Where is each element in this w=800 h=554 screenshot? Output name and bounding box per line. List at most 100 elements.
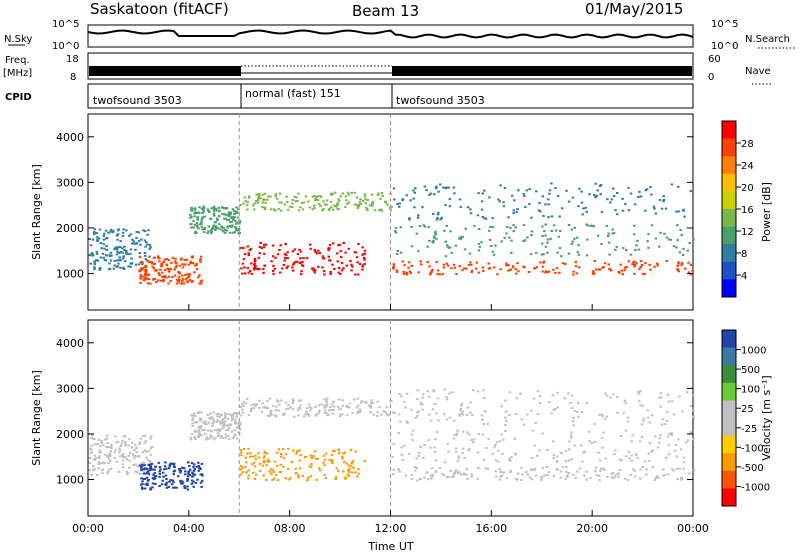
data-cell [276, 451, 279, 454]
data-cell [619, 435, 623, 437]
data-cell [231, 413, 235, 416]
data-cell [572, 273, 575, 276]
data-cell [121, 452, 125, 455]
data-cell [556, 406, 560, 409]
data-cell [337, 271, 340, 274]
data-cell [376, 400, 379, 403]
data-cell [107, 462, 110, 465]
date-title: 01/May/2015 [585, 0, 683, 18]
data-cell [592, 225, 596, 228]
data-cell [451, 391, 454, 394]
data-cell [572, 270, 575, 273]
data-cell [142, 275, 145, 278]
data-cell [686, 249, 689, 252]
data-cell [411, 429, 415, 432]
data-cell [410, 265, 413, 267]
data-cell [569, 401, 572, 404]
data-cell [691, 269, 694, 272]
data-cell [116, 251, 119, 253]
data-cell [98, 455, 101, 458]
data-cell [389, 209, 393, 212]
data-cell [633, 203, 637, 206]
data-cell [235, 221, 238, 224]
data-cell [450, 476, 453, 478]
data-cell [99, 256, 103, 259]
data-cell [542, 261, 545, 264]
data-cell [499, 268, 502, 271]
data-cell [318, 252, 321, 254]
data-cell [417, 250, 420, 253]
data-cell [358, 203, 361, 206]
data-cell [95, 259, 98, 261]
data-cell [484, 217, 488, 220]
data-cell [502, 205, 506, 208]
data-cell [295, 196, 298, 199]
data-cell [223, 415, 227, 418]
data-cell [517, 270, 520, 273]
data-cell [102, 234, 105, 237]
data-cell [391, 456, 394, 459]
data-cell [219, 413, 223, 416]
data-cell [348, 467, 351, 470]
data-cell [146, 282, 150, 285]
data-cell [536, 390, 540, 393]
data-cell [197, 461, 200, 464]
data-cell [212, 421, 216, 424]
data-cell [332, 242, 335, 245]
data-cell [350, 192, 353, 194]
data-cell [304, 195, 308, 198]
data-cell [299, 399, 303, 402]
data-cell [528, 188, 531, 191]
data-cell [465, 473, 468, 476]
data-cell [638, 190, 641, 193]
data-cell [631, 263, 634, 265]
data-cell [619, 263, 622, 266]
data-cell [645, 188, 649, 191]
data-cell [229, 217, 233, 220]
data-cell [467, 263, 471, 266]
data-cell [105, 437, 109, 440]
data-cell [573, 444, 577, 447]
data-cell [551, 440, 555, 443]
data-cell [438, 273, 441, 276]
data-cell [350, 464, 353, 467]
data-cell [610, 198, 614, 201]
data-cell [362, 257, 366, 259]
data-cell [436, 269, 440, 272]
data-cell [128, 459, 131, 462]
data-cell [132, 464, 135, 466]
data-cell [227, 426, 231, 429]
data-cell [265, 464, 268, 467]
data-cell [415, 467, 418, 469]
data-cell [130, 441, 134, 444]
data-cell [654, 237, 658, 240]
data-cell [405, 392, 409, 395]
data-cell [224, 433, 227, 436]
data-cell [192, 412, 196, 415]
data-cell [144, 273, 147, 275]
data-cell [554, 271, 557, 274]
data-cell [273, 208, 276, 211]
data-cell [567, 471, 571, 474]
data-cell [633, 224, 636, 227]
data-cell [97, 467, 100, 470]
data-cell [231, 416, 234, 419]
data-cell [247, 252, 250, 255]
data-cell [598, 475, 601, 477]
data-cell [167, 486, 170, 488]
data-cell [113, 451, 117, 454]
data-cell [476, 451, 479, 454]
data-cell [512, 212, 515, 214]
data-cell [529, 409, 533, 412]
data-cell [667, 400, 671, 403]
data-cell [491, 452, 494, 455]
data-cell [213, 429, 217, 432]
data-cell [172, 465, 176, 468]
data-cell [582, 451, 585, 454]
data-cell [92, 465, 95, 468]
data-cell [204, 420, 208, 423]
data-cell [149, 246, 152, 249]
data-cell [659, 434, 662, 437]
data-cell [431, 473, 435, 476]
data-cell [413, 466, 417, 468]
